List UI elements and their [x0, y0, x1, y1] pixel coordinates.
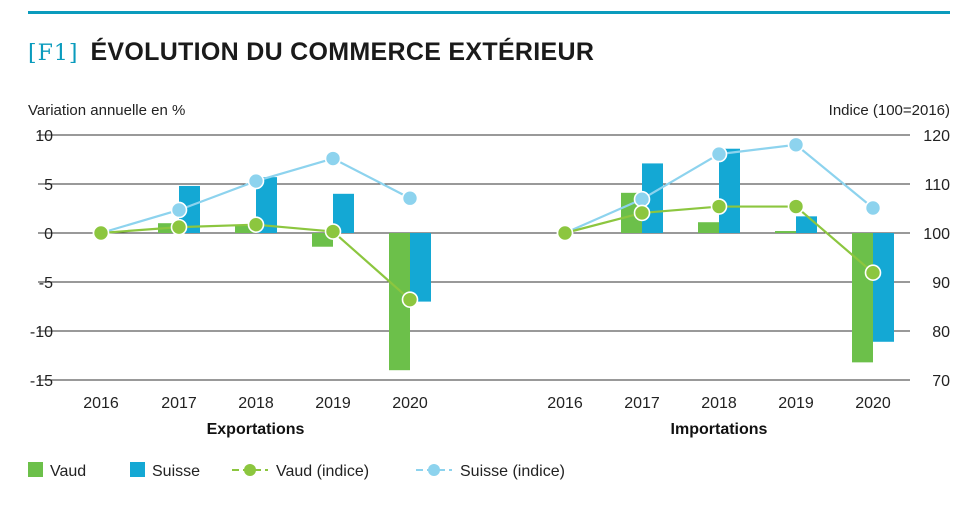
x-tick-label: 2018: [238, 395, 274, 412]
point-suisse-index: [633, 190, 651, 208]
point-suisse-index: [864, 199, 882, 217]
x-tick-label: 2019: [778, 395, 814, 412]
point-vaud-index: [710, 198, 728, 215]
legend-marker-vaud-index: [244, 464, 256, 476]
top-rule: [28, 11, 950, 14]
right-tick-label: 100: [923, 226, 950, 243]
left-tick-label: 10: [35, 128, 53, 145]
left-tick-label: -10: [30, 324, 53, 341]
bar-suisse: [410, 233, 431, 302]
bar-vaud: [775, 231, 796, 233]
left-tick-label: -5: [39, 275, 53, 292]
x-tick-label: 2020: [392, 395, 428, 412]
point-vaud-index: [787, 198, 805, 215]
bar-vaud: [852, 233, 873, 363]
bar-suisse: [796, 216, 817, 233]
bar-vaud: [698, 222, 719, 233]
x-tick-label: 2019: [315, 395, 351, 412]
point-suisse-index: [710, 145, 728, 163]
point-vaud-index: [324, 223, 342, 240]
point-vaud-index: [170, 218, 188, 236]
bar-suisse: [873, 233, 894, 342]
panel-label-exportations: Exportations: [207, 421, 305, 438]
point-vaud-index: [633, 204, 651, 222]
figure-header: [F1] ÉVOLUTION DU COMMERCE EXTÉRIEUR: [28, 38, 594, 67]
left-tick-label: -15: [30, 373, 53, 390]
bar-vaud: [389, 233, 410, 371]
point-vaud-index: [247, 216, 265, 233]
x-tick-label: 2017: [624, 395, 660, 412]
bar-vaud: [235, 225, 256, 233]
point-suisse-index: [247, 172, 265, 190]
x-tick-label: 2020: [855, 395, 891, 412]
legend-label: Vaud (indice): [276, 463, 369, 480]
panel-label-importations: Importations: [671, 421, 768, 438]
x-tick-label: 2016: [547, 395, 583, 412]
point-suisse-index: [324, 150, 342, 167]
figure-tag: [F1]: [28, 41, 79, 66]
legend-label: Suisse (indice): [460, 463, 565, 480]
point-suisse-index: [401, 189, 419, 207]
x-tick-label: 2017: [161, 395, 197, 412]
point-vaud-index: [92, 224, 110, 242]
right-tick-label: 110: [924, 177, 950, 194]
left-tick-label: 0: [44, 226, 53, 243]
left-axis-title: Variation annuelle en %: [28, 102, 185, 119]
right-axis-title: Indice (100=2016): [829, 102, 950, 119]
bar-suisse: [333, 193, 354, 233]
point-suisse-index: [787, 136, 805, 154]
point-vaud-index: [556, 224, 574, 242]
legend-swatch-vaud: [28, 462, 43, 477]
legend-label: Suisse: [152, 463, 200, 480]
right-tick-label: 90: [932, 275, 950, 292]
x-tick-label: 2016: [83, 395, 119, 412]
right-tick-label: 120: [923, 128, 950, 145]
point-vaud-index: [401, 291, 419, 308]
right-tick-label: 80: [932, 324, 950, 341]
legend-marker-suisse-index: [428, 464, 440, 476]
page-title: ÉVOLUTION DU COMMERCE EXTÉRIEUR: [90, 38, 595, 66]
line-vaud-index: [100, 223, 411, 301]
x-tick-label: 2018: [701, 395, 737, 412]
left-tick-label: 5: [44, 177, 53, 194]
legend-swatch-suisse: [130, 462, 145, 477]
point-suisse-index: [170, 201, 188, 219]
right-tick-label: 70: [932, 373, 950, 390]
legend-label: Vaud: [50, 463, 86, 480]
point-vaud-index: [864, 264, 882, 281]
